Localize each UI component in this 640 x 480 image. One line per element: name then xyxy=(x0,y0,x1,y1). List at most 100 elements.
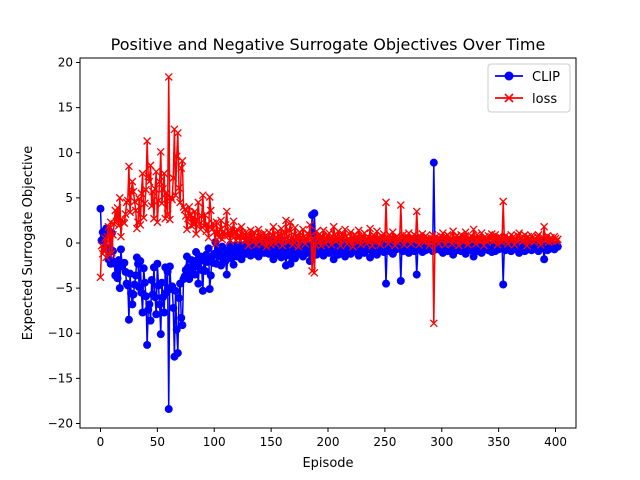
data-point xyxy=(115,284,124,293)
data-point xyxy=(268,230,277,239)
legend-label-loss: loss xyxy=(532,92,557,107)
data-point xyxy=(156,147,165,156)
data-point xyxy=(152,310,161,319)
data-point xyxy=(138,169,147,178)
data-point xyxy=(165,262,174,271)
series-layer xyxy=(96,72,562,414)
data-point xyxy=(454,241,463,250)
data-point xyxy=(523,241,532,250)
data-point xyxy=(354,226,363,235)
data-point xyxy=(171,191,180,200)
data-point xyxy=(534,230,543,239)
data-point xyxy=(412,207,421,216)
data-point xyxy=(218,235,227,244)
y-tick-label: −20 xyxy=(48,416,73,430)
data-point xyxy=(499,280,508,289)
data-point xyxy=(202,227,211,236)
data-point xyxy=(113,203,122,212)
data-point xyxy=(185,202,194,211)
data-point xyxy=(213,229,222,238)
data-point xyxy=(244,241,253,250)
data-point xyxy=(206,271,215,280)
y-tick-label: −15 xyxy=(48,371,73,385)
data-point xyxy=(164,405,173,414)
data-point xyxy=(540,255,549,264)
legend-marker-loss xyxy=(504,93,514,103)
data-point xyxy=(499,197,508,206)
data-point xyxy=(130,197,139,206)
data-point xyxy=(503,239,512,248)
data-point xyxy=(493,240,502,249)
y-tick-label: 5 xyxy=(65,191,73,205)
x-tick-label: 150 xyxy=(260,435,283,449)
data-point xyxy=(143,340,152,349)
data-point xyxy=(553,235,562,244)
data-point xyxy=(242,228,251,237)
data-point xyxy=(177,313,186,322)
data-point xyxy=(155,300,164,309)
data-point xyxy=(449,227,458,236)
data-point xyxy=(165,215,174,224)
data-point xyxy=(140,199,149,208)
data-point xyxy=(114,221,123,230)
data-point xyxy=(310,209,319,218)
data-point xyxy=(190,207,199,216)
data-point xyxy=(438,229,447,238)
data-point xyxy=(171,286,180,295)
data-point xyxy=(294,242,303,251)
y-tick-label: 15 xyxy=(58,101,73,115)
data-point xyxy=(141,292,150,301)
data-point xyxy=(387,234,396,243)
data-point xyxy=(205,285,214,294)
data-point xyxy=(336,241,345,250)
data-point xyxy=(198,191,207,200)
x-tick-label: 300 xyxy=(430,435,453,449)
data-point xyxy=(168,195,177,204)
data-point xyxy=(310,268,319,277)
data-point xyxy=(96,273,105,282)
data-point xyxy=(515,229,524,238)
data-point xyxy=(302,235,311,244)
data-point xyxy=(194,279,203,288)
data-point xyxy=(316,237,324,246)
legend-marker-clip xyxy=(504,71,514,81)
data-point xyxy=(177,164,186,173)
data-point xyxy=(128,177,137,186)
legend-label-clip: CLIP xyxy=(532,70,560,85)
data-point xyxy=(120,219,129,228)
data-point xyxy=(334,227,343,236)
data-point xyxy=(229,260,238,269)
data-point xyxy=(366,224,375,233)
data-point xyxy=(469,225,478,234)
data-point xyxy=(147,202,156,210)
data-point xyxy=(201,266,210,275)
data-point xyxy=(233,225,241,234)
data-point xyxy=(305,220,314,229)
data-point xyxy=(129,290,138,299)
data-point xyxy=(254,225,263,234)
data-point xyxy=(471,239,480,248)
data-point xyxy=(187,221,196,230)
data-point xyxy=(147,276,156,284)
data-point xyxy=(212,218,221,227)
data-point xyxy=(160,308,169,317)
data-point xyxy=(201,211,210,219)
data-point xyxy=(162,189,171,198)
data-point xyxy=(366,253,375,262)
data-point xyxy=(123,281,132,290)
data-point xyxy=(173,349,182,358)
data-point xyxy=(157,199,166,208)
x-tick-label: 250 xyxy=(373,435,396,449)
data-point xyxy=(124,162,133,171)
data-point xyxy=(169,174,178,182)
data-point xyxy=(129,187,138,196)
data-point xyxy=(151,293,160,302)
x-tick-label: 400 xyxy=(544,435,567,449)
data-point xyxy=(103,232,112,241)
data-point xyxy=(123,196,132,205)
data-point xyxy=(262,242,271,251)
data-point xyxy=(278,241,287,250)
data-point xyxy=(145,177,154,186)
data-point xyxy=(145,300,154,309)
x-tick-label: 200 xyxy=(317,435,340,449)
